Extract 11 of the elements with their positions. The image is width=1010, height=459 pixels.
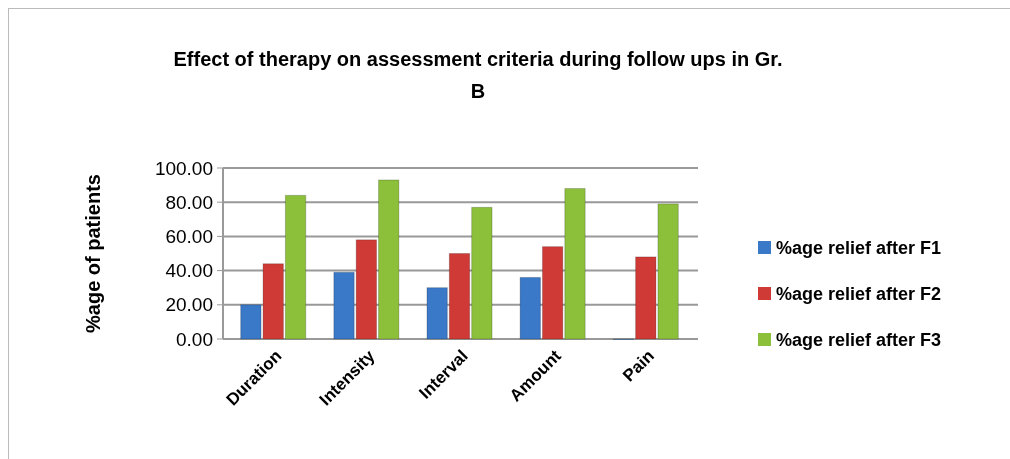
y-tick-label: 80.00 <box>165 191 213 213</box>
y-tick-label: 40.00 <box>165 260 213 282</box>
legend-label: %age relief after F2 <box>776 284 942 305</box>
y-tick-label: 60.00 <box>165 226 213 248</box>
y-tick-label: 0.00 <box>176 328 213 350</box>
y-axis-title: %age of patients <box>82 174 104 333</box>
y-tick-label: 20.00 <box>165 294 213 316</box>
chart-title: Effect of therapy on assessment criteria during follow ups in Gr. B <box>173 48 783 102</box>
legend-label: %age relief after F1 <box>776 238 942 259</box>
legend-label: %age relief after F3 <box>776 330 942 351</box>
y-tick-label: 100.00 <box>154 157 213 179</box>
